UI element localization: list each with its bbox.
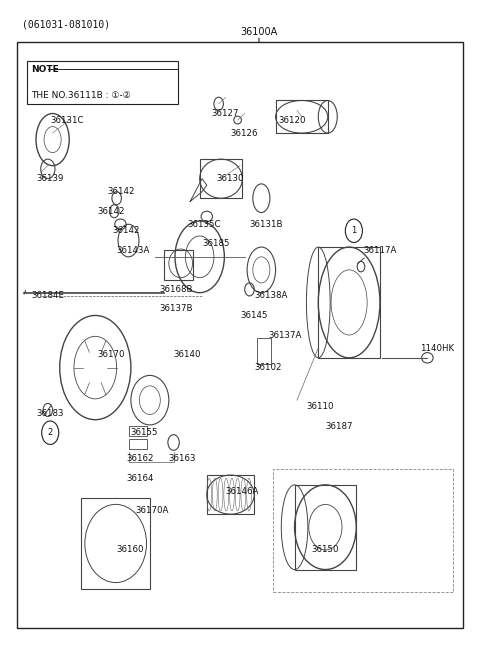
Text: 36117A: 36117A (363, 246, 397, 255)
Text: 1140HK: 1140HK (420, 344, 455, 353)
Text: 36126: 36126 (230, 129, 258, 137)
Text: 36131C: 36131C (50, 116, 84, 125)
Bar (164, 250, 192, 280)
Text: 36139: 36139 (36, 174, 63, 183)
Text: NOTE: NOTE (31, 64, 59, 74)
Bar (200, 159, 242, 198)
Text: 36137A: 36137A (268, 330, 302, 340)
Text: 36146A: 36146A (226, 487, 259, 496)
Text: 36155: 36155 (131, 428, 158, 437)
Text: 36100A: 36100A (240, 27, 277, 37)
Bar (295, 485, 356, 570)
Text: 36162: 36162 (126, 454, 154, 463)
Text: 36135C: 36135C (188, 220, 221, 229)
Bar (318, 247, 380, 358)
Text: 36164: 36164 (126, 474, 154, 483)
Text: 36183: 36183 (36, 409, 63, 418)
Text: 36138A: 36138A (254, 292, 288, 300)
Text: 36142: 36142 (97, 207, 125, 215)
Bar (207, 475, 254, 514)
Bar (129, 426, 147, 436)
Text: 36170: 36170 (97, 350, 125, 359)
Text: 36142: 36142 (107, 187, 135, 196)
Text: 36163: 36163 (169, 454, 196, 463)
Text: 36187: 36187 (325, 422, 353, 431)
Text: 36170A: 36170A (136, 507, 169, 515)
Text: 36137B: 36137B (159, 304, 193, 313)
Text: 36168B: 36168B (159, 285, 193, 294)
Text: 36145: 36145 (240, 311, 267, 320)
Text: 36143A: 36143A (117, 246, 150, 255)
Text: 36130: 36130 (216, 174, 244, 183)
Text: 36140: 36140 (174, 350, 201, 359)
Text: 36102: 36102 (254, 363, 282, 372)
Bar (276, 101, 328, 133)
Text: 36160: 36160 (117, 545, 144, 555)
Text: 36127: 36127 (212, 109, 239, 118)
Text: 36110: 36110 (306, 402, 334, 411)
Bar (257, 338, 271, 365)
Text: 36131B: 36131B (250, 220, 283, 229)
Text: 36184E: 36184E (31, 292, 64, 300)
Text: (061031-081010): (061031-081010) (22, 19, 110, 29)
Text: 36185: 36185 (202, 239, 229, 248)
Text: 36120: 36120 (278, 116, 305, 125)
Bar (81, 498, 150, 589)
Text: THE NO.36111B : ①-②: THE NO.36111B : ①-② (31, 91, 131, 101)
Text: 36142: 36142 (112, 226, 139, 235)
Text: 1: 1 (351, 226, 357, 235)
Text: 2: 2 (48, 428, 53, 437)
Text: 36150: 36150 (311, 545, 339, 555)
Bar (129, 440, 147, 449)
